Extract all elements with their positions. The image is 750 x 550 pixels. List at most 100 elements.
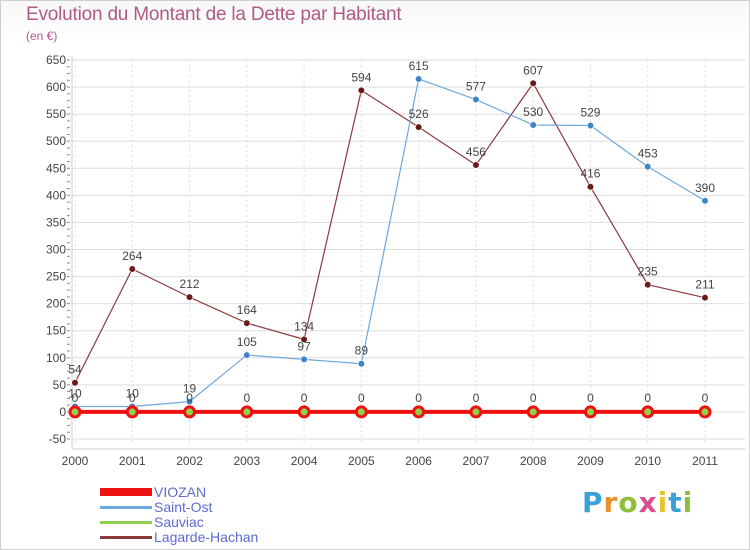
y-tick-label: 0 — [59, 405, 66, 419]
data-point — [583, 405, 597, 419]
data-label: 615 — [409, 59, 429, 73]
x-tick-label: 2002 — [176, 454, 203, 468]
data-point — [183, 405, 197, 419]
y-tick-label: 450 — [46, 161, 66, 175]
y-tick-label: 350 — [46, 215, 66, 229]
data-point — [357, 360, 365, 368]
data-point — [243, 319, 251, 327]
data-label: 0 — [358, 391, 365, 405]
data-point — [412, 405, 426, 419]
x-tick-label: 2001 — [119, 454, 146, 468]
x-tick-label: 2011 — [692, 454, 718, 468]
x-tick-label: 2003 — [233, 454, 260, 468]
x-tick-label: 2005 — [348, 454, 375, 468]
series-line — [75, 78, 706, 408]
data-label: 0 — [243, 391, 250, 405]
data-point — [68, 405, 82, 419]
y-tick-label: 300 — [46, 243, 66, 257]
x-tick-label: 2007 — [463, 454, 490, 468]
legend-swatch — [100, 506, 152, 509]
data-label: 105 — [237, 335, 257, 349]
x-tick-label: 2000 — [62, 454, 89, 468]
legend-label: Sauviac — [154, 514, 204, 530]
data-label: 390 — [695, 181, 715, 195]
data-point — [472, 95, 480, 104]
data-point — [128, 265, 136, 273]
data-point — [644, 163, 652, 171]
data-point — [354, 405, 368, 419]
data-point — [701, 197, 709, 205]
data-point — [472, 161, 480, 169]
data-point — [415, 75, 423, 83]
data-label: 10 — [126, 387, 140, 401]
data-label: 0 — [415, 391, 422, 405]
data-point — [357, 86, 365, 94]
data-point — [586, 121, 595, 130]
data-point — [297, 405, 311, 419]
data-label: 0 — [702, 391, 709, 405]
data-point — [300, 355, 308, 364]
data-label: 54 — [68, 363, 82, 377]
data-label: 0 — [644, 391, 651, 405]
data-point — [243, 351, 251, 359]
data-label: 526 — [409, 107, 429, 121]
data-point — [641, 405, 655, 419]
data-label: 134 — [294, 319, 314, 333]
data-label: 0 — [301, 391, 308, 405]
data-point — [526, 405, 540, 419]
data-label: 0 — [530, 391, 537, 405]
data-point — [415, 123, 423, 131]
data-label: 577 — [466, 80, 486, 94]
legend-swatch — [100, 521, 152, 524]
data-label: 0 — [473, 391, 480, 405]
data-point — [701, 294, 709, 302]
y-tick-label: 500 — [46, 134, 66, 148]
data-label: 19 — [183, 382, 197, 396]
y-tick-label: 50 — [53, 378, 67, 392]
x-tick-label: 2009 — [577, 454, 604, 468]
data-label: 594 — [351, 70, 371, 84]
data-label: 530 — [523, 105, 543, 119]
data-label: 97 — [297, 339, 311, 353]
y-tick-label: 200 — [46, 297, 66, 311]
data-label: 416 — [580, 167, 600, 181]
data-point — [529, 79, 537, 87]
x-tick-label: 2010 — [634, 454, 661, 468]
y-tick-label: 550 — [46, 107, 66, 121]
chart-unit-label: (en €) — [26, 29, 58, 43]
data-point — [71, 379, 79, 387]
y-tick-label: 400 — [46, 188, 66, 202]
series-line — [74, 82, 706, 383]
chart-title: Evolution du Montant de la Dette par Hab… — [26, 4, 402, 25]
data-point — [125, 405, 139, 419]
legend-swatch — [100, 536, 152, 539]
data-label: 235 — [638, 265, 658, 279]
data-label: 529 — [580, 106, 600, 120]
data-point — [644, 281, 652, 289]
y-tick-label: -50 — [49, 432, 67, 446]
data-point — [185, 293, 194, 301]
legend-swatch — [100, 488, 152, 496]
data-point — [300, 335, 308, 343]
legend-label: Saint-Ost — [154, 499, 213, 515]
data-label: 0 — [587, 391, 594, 405]
data-point — [529, 121, 537, 129]
data-point — [185, 398, 194, 406]
proxiti-logo: Proxiti — [582, 486, 694, 519]
data-label: 456 — [466, 145, 486, 159]
data-label: 607 — [523, 63, 543, 77]
data-point — [586, 183, 595, 191]
data-label: 0 — [129, 391, 136, 405]
x-tick-label: 2006 — [405, 454, 432, 468]
data-label: 264 — [122, 249, 142, 263]
data-point — [698, 405, 712, 419]
y-tick-label: 600 — [46, 80, 66, 94]
data-point — [469, 405, 483, 419]
legend-label: VIOZAN — [154, 484, 207, 500]
data-label: 164 — [237, 303, 257, 317]
legend-label: Lagarde-Hachan — [154, 529, 259, 545]
data-label: 89 — [355, 344, 369, 358]
data-label: 212 — [180, 277, 200, 291]
